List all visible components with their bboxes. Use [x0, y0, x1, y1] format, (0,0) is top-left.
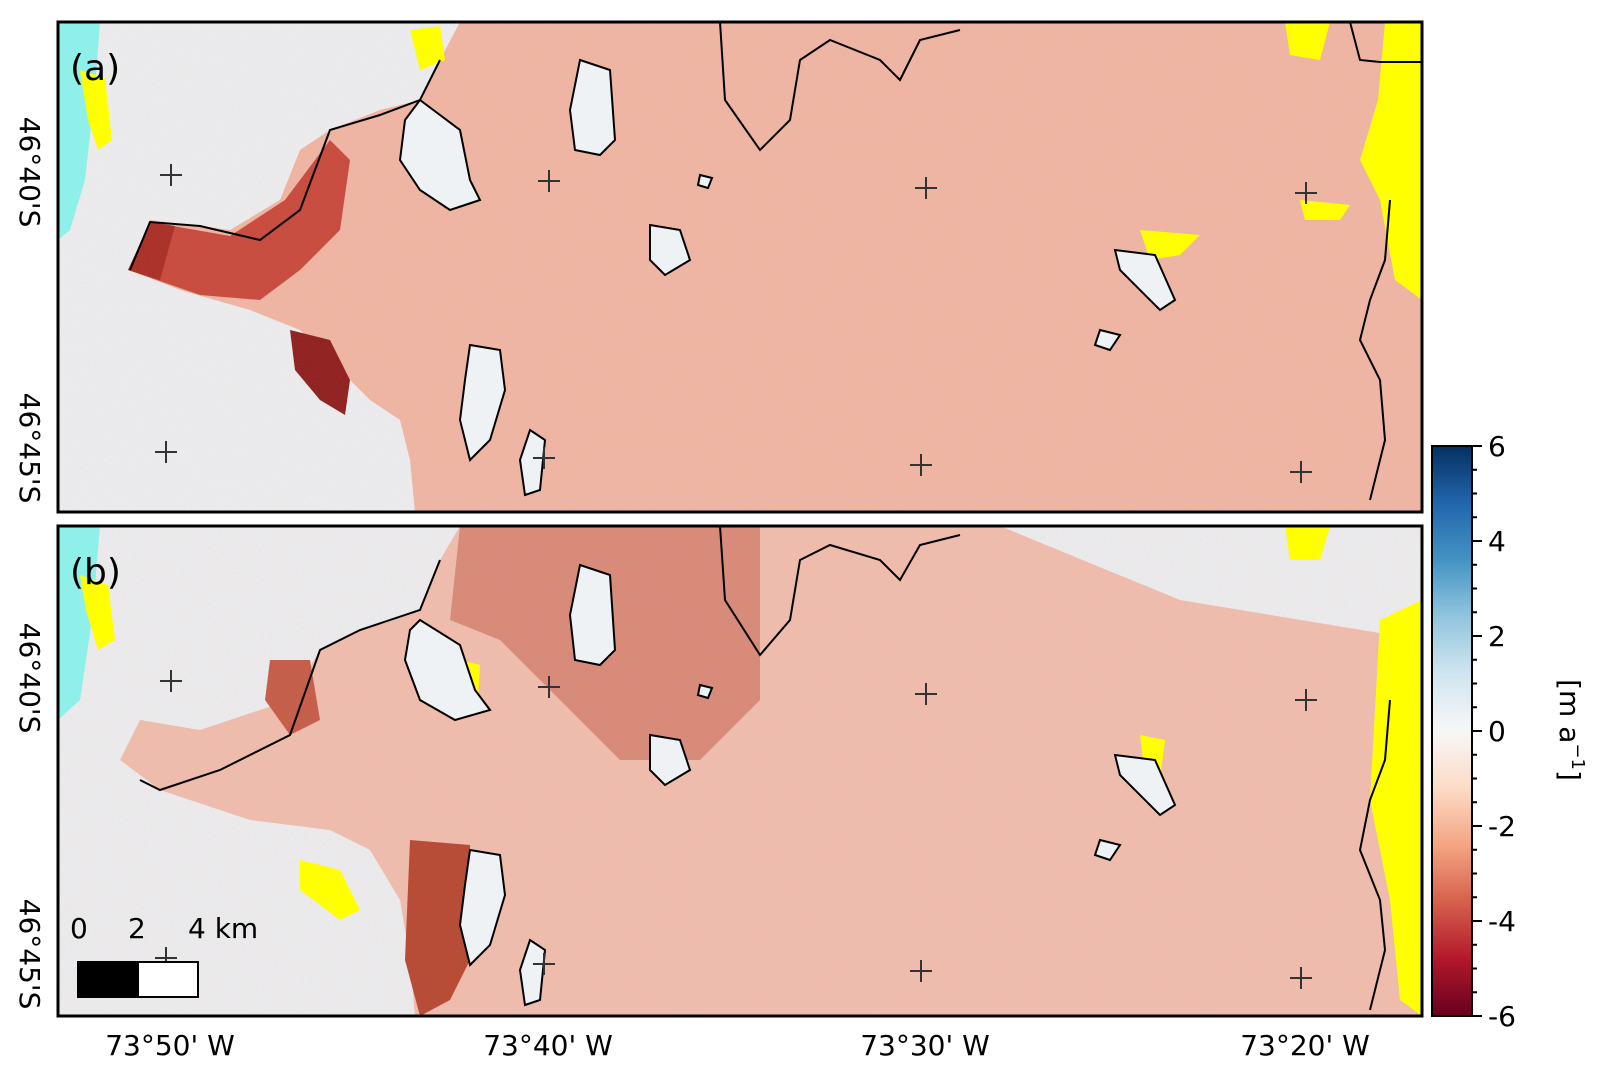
nunatak-small-b3	[696, 683, 714, 700]
colorbar-unit-close: ]	[1553, 770, 1586, 781]
nunatak-north-central	[568, 58, 617, 157]
lake-water-west-b	[58, 526, 100, 720]
lat-label-b-40: 46°40'S	[13, 623, 46, 734]
graticule-cross-a-se	[1290, 461, 1312, 483]
lat-label-b-45: 46°45'S	[13, 899, 46, 1010]
no-data-east	[1360, 22, 1422, 300]
nunatak-small-b2	[1093, 838, 1122, 862]
map-panel-b	[58, 526, 1422, 1016]
glacier-divide-north-b	[719, 526, 961, 657]
nunatak-north-central-b	[568, 563, 617, 667]
no-data-ne	[1285, 22, 1330, 60]
colorbar-tick-label: 0	[1488, 715, 1506, 748]
no-data-patch-3	[1300, 200, 1350, 220]
lon-label-73-30: 73°30' W	[860, 1029, 990, 1062]
map-panel-a	[58, 22, 1422, 512]
glacier-divide-north	[719, 22, 961, 152]
glacier-divide-east	[1349, 22, 1422, 63]
colorbar: 6 4 2 0 -2 -4 -6 [m a−1]	[1431, 430, 1588, 1033]
colorbar-ticks: 6 4 2 0 -2 -4 -6	[1472, 430, 1516, 1033]
no-data-patch-b1	[300, 860, 360, 920]
colorbar-tick-label: 2	[1488, 620, 1506, 653]
colorbar-unit-exponent: −1	[1567, 743, 1588, 770]
scale-bar-black-segment	[78, 962, 138, 997]
nunatak-small-1	[649, 223, 692, 277]
scale-bar-white-segment	[137, 961, 199, 998]
lat-label-a-45: 46°45'S	[13, 393, 46, 504]
nunatak-small-2	[1093, 328, 1122, 352]
nunatak-south-2	[518, 428, 547, 497]
panel-b-frame	[56, 524, 1424, 1018]
nunatak-north-west	[398, 98, 482, 212]
no-data-east-b	[1370, 600, 1422, 1016]
no-data-patch-2	[1140, 230, 1200, 260]
panel-label-b: (b)	[70, 552, 121, 593]
nunatak-south-1	[458, 343, 507, 462]
lon-label-73-20: 73°20' W	[1240, 1029, 1370, 1062]
graticule-crosses-b	[155, 670, 1317, 989]
panel-a-frame	[56, 20, 1424, 514]
nunatak-south-b2	[518, 938, 547, 1007]
lon-label-73-40: 73°40' W	[483, 1029, 613, 1062]
panel-label-a: (a)	[70, 48, 120, 89]
colorbar-tick-label: 4	[1488, 525, 1506, 558]
no-data-west-b	[80, 575, 115, 650]
lat-label-a-40: 46°40'S	[13, 117, 46, 228]
lon-label-73-50: 73°50' W	[105, 1029, 235, 1062]
colorbar-tick-label: -2	[1488, 810, 1516, 843]
no-data-west	[80, 70, 112, 150]
nunatak-south-b1	[458, 848, 507, 967]
nunatak-small-b1	[649, 733, 692, 787]
colorbar-bar	[1431, 445, 1473, 1017]
colorbar-tick-label: -6	[1488, 1000, 1516, 1033]
glacier-margin-east-b	[1358, 699, 1391, 1011]
glacier-margin-west	[129, 59, 441, 271]
nunatak-east-b	[1113, 753, 1177, 817]
scale-bar-label-0: 0	[70, 912, 88, 945]
colorbar-unit-label: [m a−1]	[1553, 679, 1588, 781]
nunatak-small-3	[696, 173, 714, 190]
nunatak-east	[1113, 248, 1177, 312]
graticule-crosses-a	[155, 164, 1317, 483]
longitude-labels: 73°50' W 73°40' W 73°30' W 73°20' W	[105, 1029, 1370, 1062]
no-data-patch-1	[410, 26, 445, 70]
glacier-margin-west-b	[139, 559, 441, 792]
nunatak-north-west-b	[403, 618, 492, 722]
colorbar-tick-label: 6	[1488, 430, 1506, 463]
no-data-ne-b	[1285, 526, 1330, 560]
scale-bar-label-4km: 4 km	[188, 912, 258, 945]
scale-bar: 0 2 4 km	[70, 912, 258, 998]
colorbar-unit-main: [m a	[1553, 679, 1586, 743]
scale-bar-label-2: 2	[128, 912, 146, 945]
latitude-labels: 46°40'S 46°45'S 46°40'S 46°45'S	[13, 117, 46, 1010]
colorbar-tick-label: -4	[1488, 905, 1516, 938]
glacier-margin-east	[1358, 199, 1391, 501]
